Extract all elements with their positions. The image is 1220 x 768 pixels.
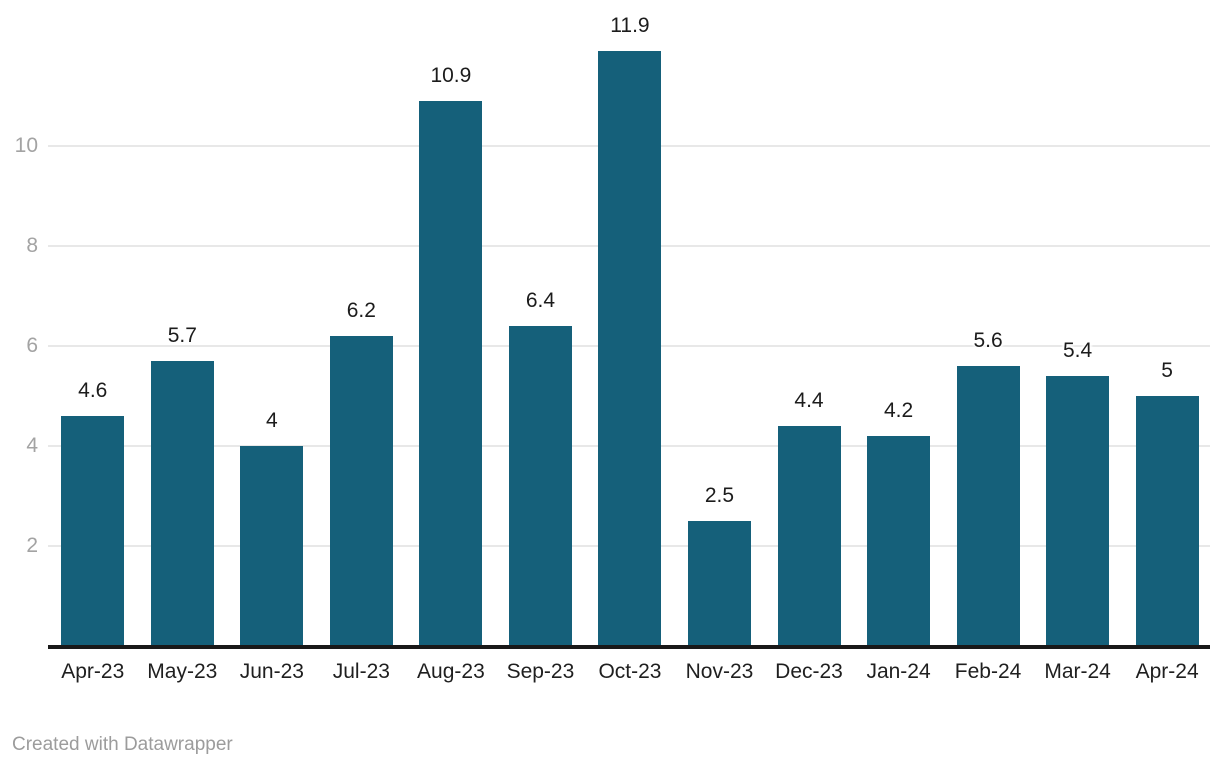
bar-slot: 2.5 bbox=[675, 0, 765, 646]
x-axis-labels: Apr-23 May-23 Jun-23 Jul-23 Aug-23 Sep-23 Oct-… bbox=[48, 656, 1212, 688]
y-axis-tick-label: 8 bbox=[26, 234, 38, 257]
x-axis-tick-label: Dec-23 bbox=[775, 660, 843, 683]
x-axis-tick-label: Aug-23 bbox=[417, 660, 485, 683]
bar-Oct-23[interactable] bbox=[598, 51, 662, 646]
x-axis-tick-label: Jun-23 bbox=[239, 660, 304, 683]
bar-Aug-23[interactable] bbox=[419, 101, 483, 646]
bar-Jul-23[interactable] bbox=[329, 336, 393, 646]
bar-Jun-23[interactable] bbox=[240, 446, 304, 646]
bar-value-label: 4.6 bbox=[78, 379, 108, 402]
bar-slot: 6.4 bbox=[496, 0, 586, 646]
bar-Sep-23[interactable] bbox=[508, 326, 572, 646]
bar-slot: 4 bbox=[227, 0, 317, 646]
y-axis-tick-label: 6 bbox=[26, 334, 38, 357]
bar-slot: 4.2 bbox=[854, 0, 944, 646]
bar-value-label: 11.9 bbox=[610, 14, 650, 37]
x-axis-tick-label: Oct-23 bbox=[598, 660, 662, 683]
bar-Feb-24[interactable] bbox=[956, 366, 1020, 646]
x-axis-tick-label: Sep-23 bbox=[506, 660, 575, 683]
x-axis-tick-label: Apr-23 bbox=[61, 660, 125, 683]
bar-slot: 5.7 bbox=[138, 0, 228, 646]
bar-value-label: 5.4 bbox=[1063, 339, 1093, 362]
datawrapper-credit: Created with Datawrapper bbox=[12, 734, 233, 755]
x-axis-tick-label: Apr-24 bbox=[1135, 660, 1199, 683]
bar-value-label: 5.7 bbox=[167, 324, 197, 347]
bar-value-label: 4.4 bbox=[794, 389, 824, 412]
bar-Dec-23[interactable] bbox=[777, 426, 841, 646]
bar-value-label: 4 bbox=[265, 409, 278, 432]
x-axis-tick-label: Feb-24 bbox=[954, 660, 1022, 683]
bar-slot: 10.9 bbox=[406, 0, 496, 646]
bar-value-label: 2.5 bbox=[704, 484, 735, 507]
bar-slot: 4.6 bbox=[48, 0, 138, 646]
bar-value-label: 6.4 bbox=[525, 289, 556, 312]
x-axis-tick-label: May-23 bbox=[147, 660, 218, 683]
bar-slot: 4.4 bbox=[764, 0, 854, 646]
bar-Apr-24[interactable] bbox=[1135, 396, 1199, 646]
bar-slot: 5 bbox=[1122, 0, 1212, 646]
bar-slot: 6.2 bbox=[317, 0, 407, 646]
y-axis-tick-label: 10 bbox=[14, 134, 38, 157]
bar-slot: 5.6 bbox=[943, 0, 1033, 646]
bar-slot: 5.4 bbox=[1033, 0, 1123, 646]
bar-value-label: 5 bbox=[1161, 359, 1173, 382]
bar-value-label: 6.2 bbox=[346, 299, 376, 322]
bar-Apr-23[interactable] bbox=[61, 416, 125, 646]
x-axis-tick-label: Mar-24 bbox=[1044, 660, 1111, 683]
y-axis-tick-label: 4 bbox=[26, 434, 38, 457]
x-axis-tick-label: Jul-23 bbox=[332, 660, 390, 683]
bar-value-label: 10.9 bbox=[430, 64, 472, 87]
bar-value-label: 4.2 bbox=[883, 399, 914, 422]
bar-May-23[interactable] bbox=[150, 361, 214, 646]
bar-Mar-24[interactable] bbox=[1046, 376, 1110, 646]
x-axis-baseline bbox=[48, 645, 1210, 649]
x-axis-tick-label: Nov-23 bbox=[685, 660, 754, 683]
x-axis-tick-label: Jan-24 bbox=[866, 660, 931, 683]
bar-Nov-23[interactable] bbox=[687, 521, 751, 646]
bars-layer: 4.6 5.7 4 6.2 10.9 6.4 11.9 2.5 4.4 4.2 5.6 5.4 5 bbox=[48, 0, 1212, 646]
bar-Jan-24[interactable] bbox=[867, 436, 931, 646]
y-axis-tick-label: 2 bbox=[26, 534, 38, 557]
bar-value-label: 5.6 bbox=[973, 329, 1003, 352]
bar-slot: 11.9 bbox=[585, 0, 675, 646]
